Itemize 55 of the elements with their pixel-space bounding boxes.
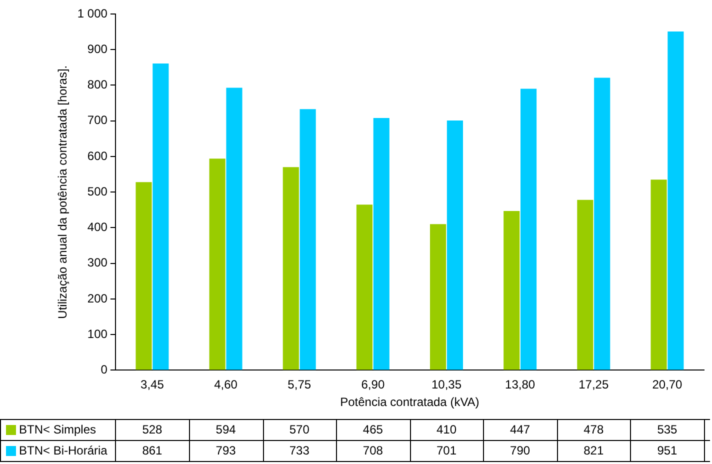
data-label: 594 xyxy=(216,422,236,436)
bar xyxy=(152,64,169,370)
bar xyxy=(356,204,373,370)
y-tick-label: 0 xyxy=(100,362,108,377)
bar xyxy=(446,120,463,370)
y-tick-label: 300 xyxy=(87,256,108,270)
legend-label: BTN< Simples xyxy=(19,422,96,436)
x-tick-label: 3,45 xyxy=(140,378,164,392)
x-tick-label: 13,80 xyxy=(505,378,536,392)
x-tick-label: 17,25 xyxy=(578,378,609,392)
bar xyxy=(668,31,684,370)
y-axis-title: Utilização anual da potência contratada [horas]. xyxy=(56,65,70,319)
data-label: 535 xyxy=(657,422,678,436)
bar xyxy=(136,182,152,370)
bar xyxy=(282,167,299,370)
data-label: 410 xyxy=(436,422,457,436)
bar xyxy=(504,210,520,370)
y-tick-label: 1 000 xyxy=(77,6,108,20)
x-tick-label: 20,70 xyxy=(652,378,683,392)
data-label: 528 xyxy=(142,422,163,436)
bar xyxy=(594,78,610,370)
bar xyxy=(300,109,316,370)
data-label: 447 xyxy=(510,422,530,436)
legend-label: BTN< Bi-Horária xyxy=(19,443,108,458)
y-tick-label: 400 xyxy=(87,220,108,234)
data-label: 465 xyxy=(362,422,384,436)
y-tick-label: 800 xyxy=(87,78,108,92)
y-tick-label: 100 xyxy=(87,326,108,341)
y-tick-label: 700 xyxy=(87,113,108,128)
y-tick-label: 500 xyxy=(87,184,108,198)
bar xyxy=(520,88,537,370)
data-label: 793 xyxy=(216,443,236,458)
bar xyxy=(373,118,390,370)
data-label: 708 xyxy=(362,443,384,458)
bar xyxy=(209,158,226,370)
y-tick-label: 200 xyxy=(87,291,108,306)
data-label: 790 xyxy=(510,443,530,458)
data-label: 733 xyxy=(289,443,310,458)
data-label: 861 xyxy=(142,443,163,458)
bar xyxy=(650,180,667,370)
bar xyxy=(226,88,242,370)
x-axis-title: Potência contratada (kVA) xyxy=(340,395,480,410)
x-tick-label: 5,75 xyxy=(288,378,312,392)
data-label: 570 xyxy=(289,422,310,436)
y-tick-label: 600 xyxy=(87,148,108,163)
bar xyxy=(577,200,594,370)
bar xyxy=(430,224,446,370)
y-tick-label: 900 xyxy=(87,42,108,56)
data-label: 701 xyxy=(436,443,457,458)
data-label: 951 xyxy=(657,443,678,458)
x-tick-label: 4,60 xyxy=(214,378,238,392)
x-tick-label: 10,35 xyxy=(431,378,462,392)
data-label: 478 xyxy=(584,422,604,436)
data-label: 821 xyxy=(584,443,604,458)
x-tick-label: 6,90 xyxy=(361,378,385,392)
